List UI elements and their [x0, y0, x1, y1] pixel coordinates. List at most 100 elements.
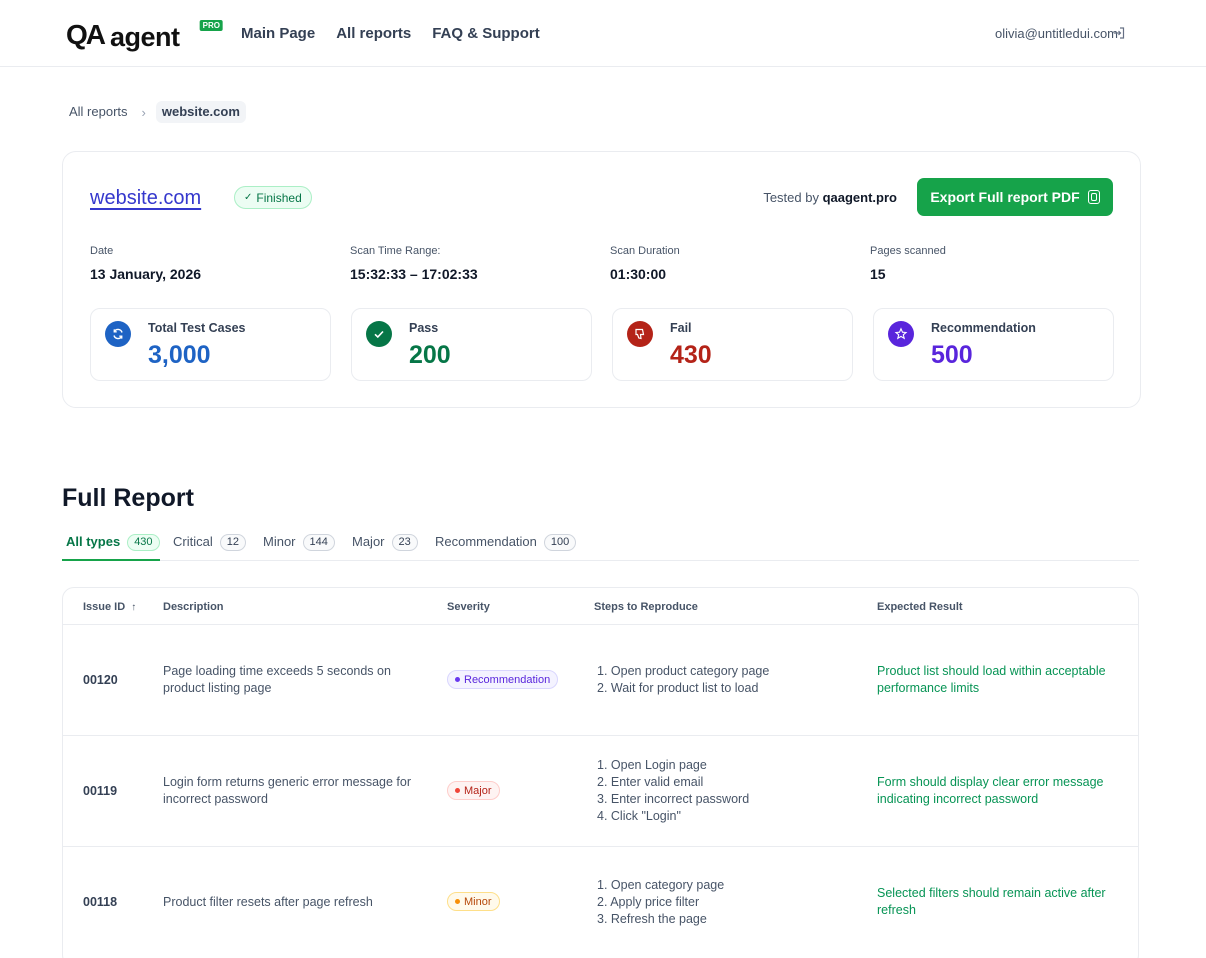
issue-steps: 1. Open Login page 2. Enter valid email … — [597, 757, 847, 825]
column-label: Issue ID — [83, 601, 126, 613]
full-report-title: Full Report — [62, 484, 194, 512]
stat-value: 430 — [670, 341, 712, 369]
arrow-up-icon: ↑ — [131, 602, 137, 613]
thumbs-down-icon — [627, 321, 653, 347]
nav-all-reports[interactable]: All reports — [336, 25, 412, 42]
refresh-icon — [105, 321, 131, 347]
tab-label: Major — [352, 534, 385, 549]
tab-count: 430 — [127, 534, 160, 551]
status-label: Finished — [256, 190, 302, 205]
report-summary-card: website.com ✓ Finished Tested by qaagent… — [62, 151, 1141, 408]
tab-critical[interactable]: Critical 12 — [173, 528, 246, 561]
table-row[interactable]: 00120 Page loading time exceeds 5 second… — [63, 625, 1138, 736]
qaagent-logo[interactable]: QA agent PRO — [66, 19, 223, 52]
issues-table: Issue ID ↑ Description Severity Steps to… — [62, 587, 1139, 958]
file-icon — [1087, 190, 1100, 204]
column-header-severity: Severity — [447, 601, 490, 613]
severity-label: Recommendation — [464, 673, 551, 686]
stat-value: 200 — [409, 341, 451, 369]
issue-id: 00118 — [83, 895, 118, 909]
issue-steps: 1. Open category page 2. Apply price fil… — [597, 877, 847, 928]
step: 2. Wait for product list to load — [597, 681, 759, 695]
issue-expected-result: Selected filters should remain active af… — [877, 886, 1106, 917]
table-row[interactable]: 00119 Login form returns generic error m… — [63, 736, 1138, 847]
meta-scan-time-range: Scan Time Range: 15:32:33 – 17:02:33 — [350, 243, 478, 283]
severity-badge: Minor — [447, 892, 500, 911]
meta-value: 15:32:33 – 17:02:33 — [350, 266, 478, 282]
dot-icon — [455, 788, 460, 793]
issue-id: 00119 — [83, 784, 118, 798]
meta-value: 13 January, 2026 — [90, 266, 202, 282]
step: 4. Click "Login" — [597, 809, 681, 823]
tested-by: Tested by qaagent.pro — [763, 189, 897, 207]
issue-id: 00120 — [83, 673, 118, 687]
table-row[interactable]: 00118 Product filter resets after page r… — [63, 847, 1138, 958]
tab-minor[interactable]: Minor 144 — [263, 528, 335, 561]
logo-pro-badge: PRO — [199, 20, 223, 31]
export-pdf-button[interactable]: Export Full report PDF — [917, 178, 1113, 216]
tab-all-types[interactable]: All types 430 — [62, 528, 160, 561]
stat-value: 500 — [931, 341, 973, 369]
issue-description: Product filter resets after page refresh — [163, 895, 373, 909]
dot-icon — [455, 899, 460, 904]
breadcrumb-all-reports[interactable]: All reports — [69, 104, 128, 119]
stat-pass: Pass 200 — [351, 308, 592, 381]
issue-steps: 1. Open product category page 2. Wait fo… — [597, 663, 847, 697]
top-bar: QA agent PRO Main Page All reports FAQ &… — [0, 0, 1206, 67]
tab-label: Recommendation — [435, 534, 537, 549]
meta-label: Scan Time Range: — [350, 245, 441, 257]
tab-label: All types — [66, 534, 121, 549]
stat-fail: Fail 430 — [612, 308, 853, 381]
site-link[interactable]: website.com — [90, 187, 202, 209]
logout-icon[interactable] — [1112, 26, 1126, 40]
nav-faq-support[interactable]: FAQ & Support — [432, 25, 540, 42]
stat-recommendation: Recommendation 500 — [873, 308, 1114, 381]
column-header-issue-id[interactable]: Issue ID ↑ — [83, 600, 136, 615]
breadcrumb-current: website.com — [155, 101, 246, 123]
step: 3. Refresh the page — [597, 912, 707, 926]
issue-expected-result: Form should display clear error message … — [877, 775, 1104, 806]
meta-label: Pages scanned — [870, 245, 946, 257]
stat-label: Total Test Cases — [148, 321, 246, 335]
tab-recommendation[interactable]: Recommendation 100 — [435, 528, 577, 561]
severity-tabs: All types 430 Critical 12 Minor 144 Majo… — [62, 528, 1139, 561]
stat-total-test-cases: Total Test Cases 3,000 — [90, 308, 331, 381]
stat-label: Recommendation — [931, 321, 1036, 335]
meta-pages-scanned: Pages scanned 15 — [870, 243, 946, 283]
status-badge: ✓ Finished — [234, 186, 312, 209]
step: 1. Open Login page — [597, 758, 707, 772]
star-icon — [888, 321, 914, 347]
meta-scan-duration: Scan Duration 01:30:00 — [610, 243, 680, 283]
tab-count: 12 — [219, 534, 246, 551]
user-email[interactable]: olivia@untitledui.com — [994, 26, 1118, 41]
dot-icon — [455, 677, 460, 682]
severity-badge: Recommendation — [447, 670, 559, 689]
severity-label: Minor — [464, 895, 492, 908]
check-icon: ✓ — [244, 192, 253, 203]
tab-major[interactable]: Major 23 — [352, 528, 418, 561]
tested-by-prefix: Tested by — [763, 190, 819, 205]
meta-label: Date — [90, 245, 114, 257]
tab-count: 144 — [302, 534, 335, 551]
issue-description: Login form returns generic error message… — [163, 775, 412, 806]
check-icon — [366, 321, 392, 347]
chevron-right-icon: › — [141, 104, 146, 120]
column-header-steps: Steps to Reproduce — [594, 601, 698, 613]
tab-count: 100 — [543, 534, 577, 551]
issue-description: Page loading time exceeds 5 seconds on p… — [163, 664, 391, 695]
meta-date: Date 13 January, 2026 — [90, 243, 201, 283]
breadcrumb: All reports › website.com — [69, 101, 246, 123]
meta-value: 15 — [870, 266, 886, 282]
nav-main-page[interactable]: Main Page — [241, 25, 316, 42]
step: 2. Apply price filter — [597, 895, 700, 909]
table-header: Issue ID ↑ Description Severity Steps to… — [63, 588, 1138, 625]
logo-mark: QA — [66, 19, 106, 50]
step: 2. Enter valid email — [597, 775, 704, 789]
issue-expected-result: Product list should load within acceptab… — [877, 664, 1106, 695]
export-pdf-label: Export Full report PDF — [930, 189, 1080, 205]
stat-value: 3,000 — [148, 341, 211, 369]
logo-text: agent — [110, 22, 180, 52]
tested-by-name: qaagent.pro — [822, 190, 897, 205]
meta-value: 01:30:00 — [610, 266, 667, 282]
tab-label: Critical — [173, 534, 213, 549]
